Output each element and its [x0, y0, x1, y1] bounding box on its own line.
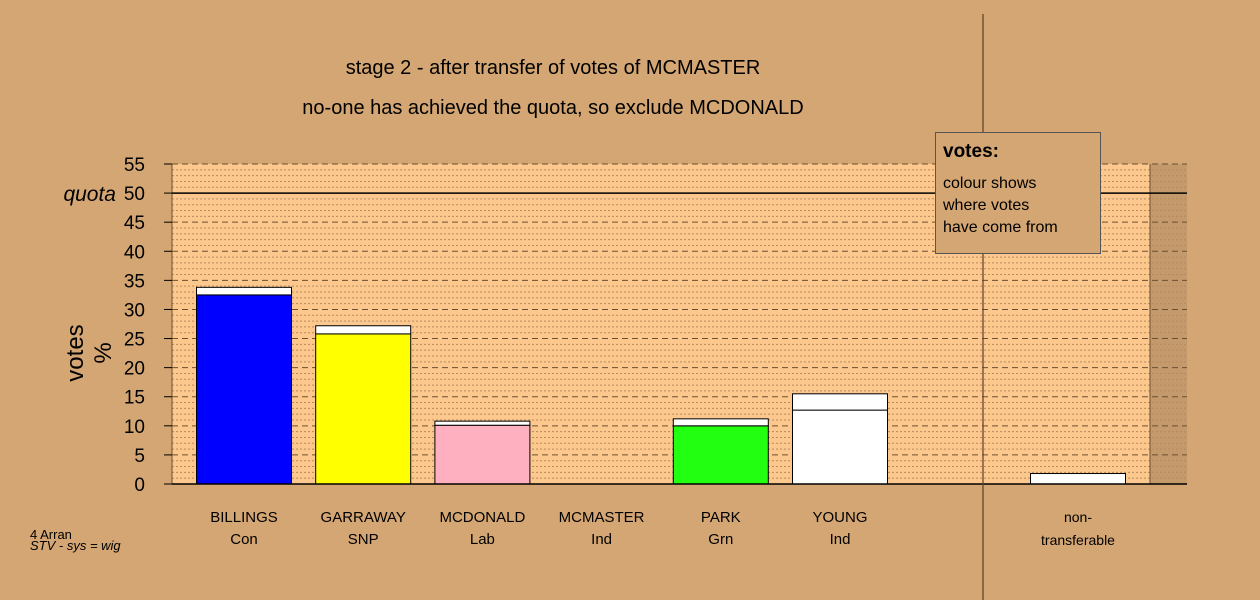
x-party-label: Ind — [830, 531, 851, 548]
bar-base — [672, 425, 769, 485]
bar-base — [792, 409, 888, 485]
footer: 4 Arran STV - sys = wig — [30, 527, 121, 553]
bar-base — [196, 294, 292, 485]
nontransferable-area — [1150, 164, 1187, 484]
x-party-label: Lab — [470, 531, 495, 548]
y-tick-label: 30 — [124, 300, 145, 321]
bar-transfer — [792, 393, 888, 411]
bar-base — [434, 424, 531, 485]
x-category-label: MCDONALD — [439, 509, 525, 526]
footer-area: 4 Arran — [30, 527, 72, 542]
x-category-label: PARK — [701, 509, 741, 526]
y-tick-label: 35 — [124, 271, 145, 292]
chart-title: stage 2 - after transfer of votes of MCM… — [345, 57, 761, 79]
chart-subtitle: no-one has achieved the quota, so exclud… — [302, 97, 804, 119]
bar-transfer — [434, 420, 531, 426]
y-tick-label: 55 — [124, 155, 145, 176]
legend-body: colour shows where votes have come from — [943, 175, 1058, 236]
y-tick-label: 25 — [124, 330, 145, 351]
bar-transfer — [672, 418, 769, 427]
legend-box: votes: colour shows where votes have com… — [935, 132, 1101, 254]
y-tick-label: 45 — [124, 213, 145, 234]
y-tick-label: 50 — [124, 184, 145, 205]
footer-system: STV - sys = wig — [30, 538, 121, 553]
x-party-label: Con — [230, 531, 258, 548]
y-axis-label: votes % — [62, 324, 117, 382]
bar-nontransferable — [1030, 473, 1126, 485]
x-party-label: Ind — [591, 531, 612, 548]
bar-transfer — [315, 325, 412, 335]
x-nontransferable-label: non- — [1064, 509, 1092, 525]
y-tick-label: 20 — [124, 359, 145, 380]
bar-transfer — [196, 286, 292, 296]
y-tick-label: 0 — [134, 475, 145, 496]
x-party-label: Grn — [708, 531, 733, 548]
x-category-label: YOUNG — [812, 509, 867, 526]
x-nontransferable-label2: transferable — [1041, 532, 1115, 548]
x-category-label: MCMASTER — [559, 509, 645, 526]
bar-base — [315, 333, 412, 485]
legend-title: votes: — [943, 141, 999, 162]
y-tick-label: 10 — [124, 417, 145, 438]
y-tick-label: 40 — [124, 242, 145, 263]
y-tick-label: 5 — [134, 446, 145, 467]
x-party-label: SNP — [348, 531, 379, 548]
x-category-label: BILLINGS — [210, 509, 278, 526]
y-tick-label: 15 — [124, 388, 145, 409]
quota-label: quota — [63, 183, 116, 206]
x-category-label: GARRAWAY — [321, 509, 406, 526]
